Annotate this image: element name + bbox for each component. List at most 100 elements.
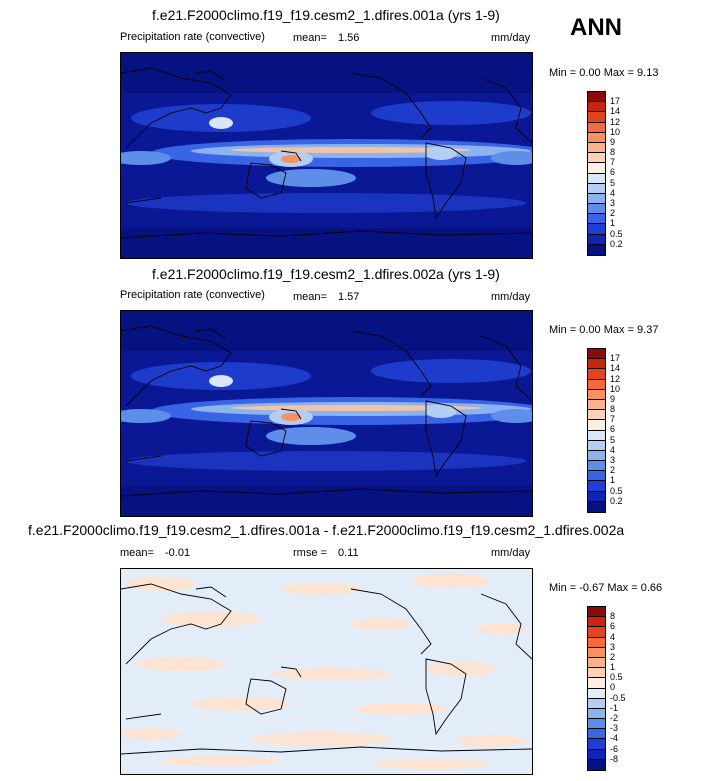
- panel2-cbar-swatch: [588, 420, 605, 431]
- panel3-cbar-swatch: [588, 759, 605, 770]
- panel1-cbar-tick: 6: [610, 167, 616, 177]
- panel2-cbar-tick: 8: [610, 404, 616, 414]
- panel3-cbar-tick: -0.5: [610, 693, 626, 703]
- panel3-mean-value: -0.01: [165, 547, 191, 559]
- panel3-cbar-tick: 2: [610, 652, 616, 662]
- panel1-map-svg: [121, 53, 532, 258]
- panel2-cbar-tick: 5: [610, 435, 616, 445]
- panel1-cbar-tick: 10: [610, 127, 621, 137]
- panel3-cbar-swatch: [588, 698, 605, 709]
- panel1-cbar-tick: 9: [610, 137, 616, 147]
- panel2-cbar-swatch: [588, 379, 605, 390]
- panel2-cbar-swatch: [588, 471, 605, 482]
- panel1-cbar-swatch: [588, 102, 605, 113]
- panel3-cbar-tick: -4: [610, 733, 619, 743]
- panel2-cbar-swatch: [588, 450, 605, 462]
- panel2-cbar-swatch: [588, 410, 605, 421]
- panel1-cbar-swatch: [588, 193, 605, 205]
- panel1-cbar-swatch: [588, 214, 605, 225]
- panel2-mean-label: mean=: [293, 291, 327, 303]
- panel2-cbar-tick: 0.5: [610, 486, 623, 496]
- panel1-variable: Precipitation rate (convective): [120, 31, 265, 43]
- panel1-cbar-tick: 4: [610, 188, 616, 198]
- panel2-title: f.e21.F2000climo.f19_f19.cesm2_1.dfires.…: [152, 266, 500, 282]
- panel3-mean-label: mean=: [120, 547, 154, 559]
- panel2-cbar-tick: 9: [610, 394, 616, 404]
- panel2-colorbar: [587, 348, 606, 513]
- panel1-cbar-tick: 0.2: [610, 239, 623, 249]
- panel1-cbar-swatch: [588, 122, 605, 133]
- panel1-cbar-tick: 7: [610, 157, 616, 167]
- panel2-mean-value: 1.57: [338, 291, 360, 303]
- panel1-map: [120, 52, 533, 259]
- panel1-cbar-tick: 14: [610, 106, 621, 116]
- panel2-cbar-tick: 2: [610, 465, 616, 475]
- panel2-cbar-swatch: [588, 399, 605, 411]
- panel1-cbar-swatch: [588, 163, 605, 174]
- panel2-cbar-tick: 0.2: [610, 496, 623, 506]
- panel2-storm-track-atl: [371, 359, 531, 383]
- panel3-cbar-swatch: [588, 627, 605, 638]
- panel3-cbar-tick: 0.5: [610, 672, 623, 682]
- panel2-coastlines: [121, 325, 532, 497]
- panel3-units: mm/day: [491, 547, 531, 559]
- panel3-cbar-swatch: [588, 719, 605, 730]
- panel3-colorbar: [587, 606, 606, 771]
- panel1-cbar-swatch: [588, 92, 605, 103]
- panel3-cbar-swatch: [588, 668, 605, 679]
- panel1-cbar-swatch: [588, 132, 605, 143]
- panel1-storm-track-south: [126, 193, 526, 213]
- panel3-map-svg: [121, 569, 532, 774]
- panel2-cbar-tick: 17: [610, 353, 621, 363]
- panel1-coastlines: [121, 67, 532, 239]
- panel1-title: f.e21.F2000climo.f19_f19.cesm2_1.dfires.…: [152, 7, 500, 23]
- panel3-cbar-tick: -6: [610, 744, 619, 754]
- panel2-cbar-swatch: [588, 359, 605, 370]
- panel1-mean-label: mean=: [293, 32, 327, 44]
- panel2-warm-pool-core: [281, 413, 301, 421]
- panel3-cbar-swatch: [588, 678, 605, 689]
- panel3-cbar-tick: 3: [610, 642, 616, 652]
- panel2-africa: [121, 409, 171, 423]
- panel2-variable: Precipitation rate (convective): [120, 289, 265, 301]
- panel2-amazon: [425, 404, 457, 418]
- panel2-north-dry: [121, 311, 532, 351]
- panel1-cbar-tick: 3: [610, 198, 616, 208]
- panel2-cbar-swatch: [588, 349, 605, 360]
- panel2-map-svg: [121, 311, 532, 516]
- panel1-cbar-tick: 2: [610, 208, 616, 218]
- panel2-map: [120, 310, 533, 517]
- panel3-rmse-label: rmse =: [293, 547, 327, 559]
- panel2-cbar-swatch: [588, 389, 605, 400]
- panel2-cbar-tick: 10: [610, 384, 621, 394]
- panel2-cbar-swatch: [588, 491, 605, 502]
- panel1-spcz: [266, 169, 356, 187]
- panel2-minmax: Min = 0.00 Max = 9.37: [549, 324, 659, 336]
- panel2-spcz: [266, 427, 356, 445]
- panel2-cbar-tick: 1: [610, 475, 616, 485]
- panel1-cbar-tick: 1: [610, 218, 616, 228]
- panel1-kuroshio: [209, 117, 233, 129]
- panel1-cbar-swatch: [588, 244, 605, 255]
- panel1-cbar-tick: 5: [610, 178, 616, 188]
- panel3-cbar-swatch: [588, 647, 605, 658]
- panel2-cbar-tick: 7: [610, 414, 616, 424]
- panel3-cbar-tick: -8: [610, 754, 619, 764]
- panel3-minmax: Min = -0.67 Max = 0.66: [549, 582, 663, 594]
- panel1-cbar-swatch: [588, 142, 605, 154]
- panel1-storm-track-atl: [371, 101, 531, 125]
- panel3-cbar-tick: 1: [610, 662, 616, 672]
- panel2-cbar-tick: 12: [610, 374, 621, 384]
- panel3-cbar-swatch: [588, 749, 605, 760]
- panel2-cbar-tick: 4: [610, 445, 616, 455]
- panel3-cbar-swatch: [588, 617, 605, 628]
- panel2-kuroshio: [209, 375, 233, 387]
- panel1-units: mm/day: [491, 32, 531, 44]
- panel1-cbar-tick: 17: [610, 96, 621, 106]
- panel3-cbar-swatch: [588, 729, 605, 740]
- panel1-cbar-tick: 8: [610, 147, 616, 157]
- panel2-africa-east: [491, 409, 532, 423]
- panel1-cbar-tick: 12: [610, 117, 621, 127]
- panel1-cbar-swatch: [588, 173, 605, 184]
- panel3-cbar-swatch: [588, 637, 605, 648]
